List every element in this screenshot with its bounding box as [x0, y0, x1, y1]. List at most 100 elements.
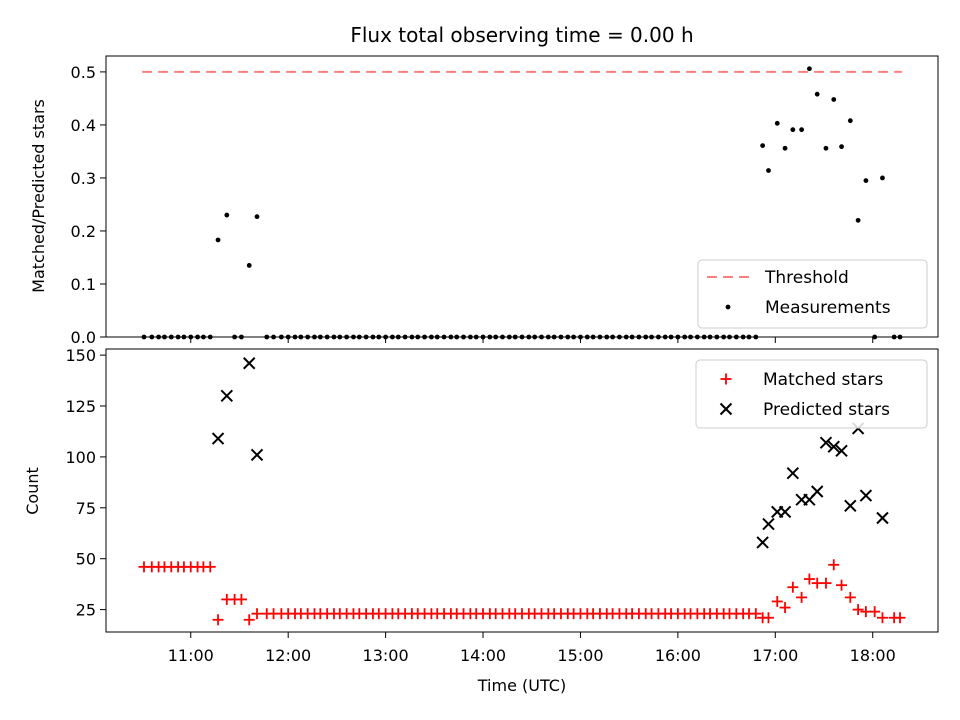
measurement-point	[782, 145, 788, 151]
measurement-point	[807, 66, 812, 72]
predicted-point	[844, 499, 857, 512]
matched-point	[212, 614, 224, 626]
matched-point	[235, 593, 247, 605]
predicted-point	[778, 505, 792, 519]
measurement-point	[814, 91, 820, 97]
legend-measurement-swatch	[725, 304, 731, 310]
top-y-tick-label: 0.5	[71, 63, 96, 82]
measurement-point	[880, 175, 885, 181]
measurement-point	[855, 217, 861, 223]
measurement-point	[766, 168, 771, 173]
bottom-x-ticks: 11:00 12:00 13:00 14:00 15:00 16:00 17:00 18:00	[168, 632, 896, 665]
predicted-point	[819, 436, 833, 449]
top-y-tick-label: 0.3	[71, 169, 96, 188]
matched-point	[844, 591, 856, 603]
legend-matched-swatch	[720, 373, 732, 385]
legend-threshold-label: Threshold	[764, 268, 849, 288]
bottom-y-tick-label: 25	[76, 601, 96, 620]
legend-measurements-label: Measurements	[765, 298, 891, 318]
bottom-y-tick-label: 150	[65, 346, 96, 365]
matched-point	[787, 581, 799, 593]
measurement-point	[863, 178, 869, 183]
top-y-tick-label: 0.0	[71, 328, 96, 347]
predicted-point	[220, 389, 234, 403]
x-tick-label: 13:00	[363, 646, 409, 665]
predicted-point	[250, 448, 264, 462]
legend-matched-label: Matched stars	[763, 370, 883, 390]
predicted-point	[835, 444, 848, 458]
matched-point	[796, 591, 808, 603]
top-y-tick-label: 0.2	[71, 222, 96, 241]
bottom-legend: Matched stars Predicted stars	[695, 359, 928, 429]
top-plot-frame	[105, 55, 939, 338]
matched-point	[820, 577, 832, 589]
measurement-point	[823, 145, 829, 151]
matched-point	[828, 559, 840, 571]
top-panel: 0.0 0.1 0.2 0.3 0.4 0.5 Matched/Predicted sta…	[29, 55, 939, 347]
chart-title: Flux total observing time = 0.00 h	[350, 23, 693, 47]
measurement-point	[224, 212, 230, 218]
predicted-point	[756, 536, 769, 549]
legend-predicted-swatch	[719, 402, 733, 416]
x-tick-label: 11:00	[168, 646, 214, 665]
predicted-points	[211, 357, 889, 549]
bottom-y-tick-label: 100	[65, 448, 96, 467]
top-y-ticks: 0.0 0.1 0.2 0.3 0.4 0.5	[71, 63, 106, 347]
bottom-y-tick-label: 75	[76, 499, 96, 518]
predicted-point	[211, 432, 225, 445]
matched-point	[869, 606, 881, 618]
measurement-point	[847, 118, 853, 124]
matched-point	[243, 614, 255, 626]
measurement-point	[215, 237, 221, 243]
bottom-plot-frame	[105, 348, 939, 633]
top-legend: Threshold Measurements	[697, 259, 928, 329]
legend-matched-marker	[720, 373, 732, 385]
bottom-y-ticks: 25 50 75 100 125 150	[65, 346, 106, 620]
predicted-point	[762, 517, 775, 531]
matched-point	[852, 604, 864, 616]
predicted-point	[876, 511, 889, 525]
x-tick-label: 14:00	[460, 646, 506, 665]
predicted-point	[786, 466, 800, 480]
matched-point	[779, 602, 791, 614]
x-tick-label: 18:00	[850, 646, 896, 665]
x-tick-label: 17:00	[752, 646, 798, 665]
measurement-points	[141, 66, 903, 340]
matched-point	[836, 579, 848, 591]
top-legend-box	[697, 259, 928, 329]
top-y-axis-label: Matched/Predicted stars	[29, 99, 48, 293]
matched-point	[894, 612, 906, 624]
bottom-y-axis-label: Count	[23, 467, 42, 515]
legend-predicted-marker	[719, 402, 733, 416]
x-tick-label: 15:00	[557, 646, 603, 665]
legend-predicted-label: Predicted stars	[763, 400, 890, 420]
predicted-point	[243, 357, 256, 370]
measurement-point	[774, 120, 780, 126]
top-y-tick-label: 0.1	[71, 275, 96, 294]
matched-point	[762, 612, 774, 624]
x-axis-label: Time (UTC)	[477, 676, 566, 695]
x-tick-label: 16:00	[655, 646, 701, 665]
matched-point	[876, 612, 888, 624]
matched-points	[138, 559, 906, 626]
bottom-legend-box	[695, 359, 928, 429]
matched-point	[750, 608, 762, 620]
measurement-point	[799, 127, 805, 133]
predicted-point	[827, 440, 840, 453]
measurement-point	[790, 127, 796, 133]
predicted-point	[810, 485, 824, 498]
measurement-point	[760, 143, 766, 149]
bottom-panel: 25 50 75 100 125 150 11:00 12:00 13:00 14:00 15:0…	[23, 346, 939, 695]
measurement-point	[254, 214, 260, 220]
matched-point	[251, 608, 263, 620]
predicted-point	[859, 489, 873, 502]
x-tick-label: 12:00	[265, 646, 311, 665]
bottom-y-tick-label: 50	[76, 550, 96, 569]
top-y-tick-label: 0.4	[71, 116, 96, 135]
matched-point	[803, 573, 815, 585]
matched-point	[204, 561, 216, 573]
bottom-y-tick-label: 125	[65, 397, 96, 416]
matched-point	[771, 595, 783, 607]
measurement-point	[831, 97, 837, 102]
